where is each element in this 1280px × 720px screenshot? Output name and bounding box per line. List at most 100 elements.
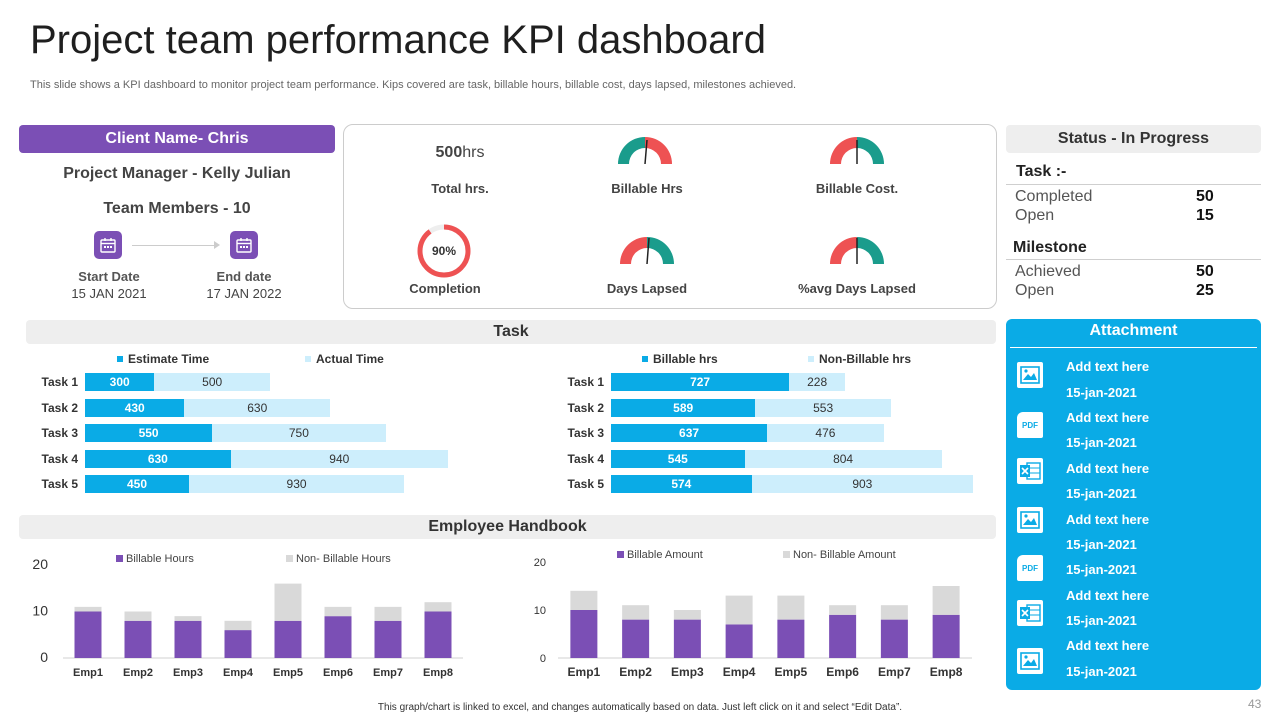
category-label: Emp6 xyxy=(826,665,859,679)
calendar-icon xyxy=(94,231,122,259)
bar-segment-secondary: 750 xyxy=(212,424,386,442)
page-number: 43 xyxy=(1248,697,1262,711)
total-hours-label: Total hrs. xyxy=(431,181,489,196)
billable-amount-chart: 0 10 20 Billable Amount Non- Billable Amount… xyxy=(534,549,972,679)
category-label: Emp6 xyxy=(323,667,353,679)
category-label: Emp1 xyxy=(73,667,103,679)
start-date-label: Start Date xyxy=(78,269,140,284)
timeline-arrow xyxy=(132,245,218,246)
category-label: Task 4 xyxy=(567,451,604,466)
total-hours-value: 500hrs xyxy=(380,144,540,162)
pdf-icon[interactable]: PDF xyxy=(1017,412,1043,438)
category-label: Emp5 xyxy=(775,665,808,679)
arrow-head-icon xyxy=(214,241,220,249)
bar-non-billable xyxy=(324,606,352,617)
category-label: Task 2 xyxy=(41,400,78,415)
billable-cost-label: Billable Cost. xyxy=(815,181,899,196)
y-tick-label: 10 xyxy=(534,605,546,617)
image-icon-glyph xyxy=(1020,652,1040,670)
category-label: Emp3 xyxy=(173,667,203,679)
attachment-date: 15-jan-2021 xyxy=(1066,562,1137,577)
team-members: Team Members - 10 xyxy=(103,200,251,217)
bar-segment-primary: 574 xyxy=(611,475,752,493)
milestone-achieved-label: Achieved xyxy=(1015,263,1081,280)
image-icon[interactable] xyxy=(1017,362,1043,388)
image-icon[interactable] xyxy=(1017,507,1043,533)
bar-billable xyxy=(932,614,960,658)
attachment-header: Attachment xyxy=(1089,322,1178,339)
bar-segment-primary: 430 xyxy=(85,398,185,417)
completion-ring: 90% xyxy=(417,224,471,278)
attachment-title-link[interactable]: Add text here xyxy=(1066,588,1150,603)
excel-icon[interactable] xyxy=(1017,600,1043,626)
bar-non-billable xyxy=(274,583,302,621)
task-open-label: Open xyxy=(1015,207,1055,224)
legend-label: Billable hrs xyxy=(653,352,718,366)
excel-icon-glyph xyxy=(1020,604,1041,622)
attachment-title-link[interactable]: Add text here xyxy=(1066,638,1150,653)
bar-segment-secondary: 228 xyxy=(789,373,846,391)
category-label: Emp4 xyxy=(223,667,254,679)
category-label: Task 5 xyxy=(567,477,604,491)
attachment-title-link[interactable]: Add text here xyxy=(1066,359,1150,374)
billable-hrs-label: Billable Hrs xyxy=(611,181,683,196)
legend-item: Estimate Time xyxy=(117,352,209,366)
category-label: Emp1 xyxy=(568,665,601,679)
legend-label: Non- Billable Hours xyxy=(296,553,391,565)
bar-segment-primary: 727 xyxy=(611,373,790,391)
bar-billable xyxy=(124,620,152,658)
bar-non-billable xyxy=(174,616,202,621)
avg-days-lapsed-label: %avg Days Lapsed xyxy=(798,281,916,296)
attachment-date: 15-jan-2021 xyxy=(1066,613,1137,628)
bar-billable xyxy=(622,619,650,658)
bar-billable xyxy=(224,630,252,658)
divider xyxy=(1006,259,1261,260)
legend-item: Non-Billable hrs xyxy=(808,352,911,366)
bar-billable xyxy=(725,624,753,658)
bar-segment-secondary: 940 xyxy=(230,449,448,468)
image-icon[interactable] xyxy=(1017,648,1043,674)
pdf-icon-label: PDF xyxy=(1022,563,1038,573)
completion-value: 90% xyxy=(432,244,456,258)
bar-billable xyxy=(424,611,452,658)
bar-non-billable xyxy=(725,595,753,625)
task-status-title: Task :- xyxy=(1016,163,1067,180)
divider xyxy=(1006,184,1261,185)
legend-label: Estimate Time xyxy=(128,352,210,366)
bar-non-billable xyxy=(374,606,402,621)
bar-non-billable xyxy=(622,605,650,620)
category-label: Task 1 xyxy=(567,375,604,389)
legend-swatch xyxy=(116,555,123,562)
bar-billable xyxy=(274,620,302,658)
milestone-open-value: 25 xyxy=(1196,282,1214,299)
days-lapsed-gauge xyxy=(620,237,674,265)
total-hours-unit: hrs xyxy=(462,144,485,161)
image-icon-glyph xyxy=(1020,511,1040,529)
task-completed-label: Completed xyxy=(1015,188,1093,205)
status-header: Status - In Progress xyxy=(1006,125,1261,153)
bar-non-billable xyxy=(932,586,960,615)
bar-billable xyxy=(570,610,598,658)
legend-label: Actual Time xyxy=(316,352,384,366)
bar-billable xyxy=(673,619,701,658)
legend-swatch xyxy=(808,356,814,362)
category-label: Task 4 xyxy=(41,451,78,466)
divider xyxy=(1010,347,1257,348)
legend-swatch xyxy=(305,356,311,362)
legend-swatch xyxy=(286,555,293,562)
attachment-date: 15-jan-2021 xyxy=(1066,435,1137,450)
pdf-icon[interactable]: PDF xyxy=(1017,555,1043,581)
attachment-title-link[interactable]: Add text here xyxy=(1066,512,1150,527)
attachment-date: 15-jan-2021 xyxy=(1066,537,1137,552)
end-date-value: 17 JAN 2022 xyxy=(206,286,282,301)
excel-icon[interactable] xyxy=(1017,458,1043,484)
attachment-title-link[interactable]: Add text here xyxy=(1066,410,1150,425)
bar-billable xyxy=(777,619,805,658)
attachment-title-link[interactable]: Add text here xyxy=(1066,461,1150,476)
legend-swatch xyxy=(117,356,123,362)
category-label: Emp5 xyxy=(273,667,303,679)
footer-note: This graph/chart is linked to excel, and… xyxy=(377,702,903,713)
total-hours-number: 500 xyxy=(435,144,463,161)
category-label: Task 2 xyxy=(567,400,604,415)
bar-billable xyxy=(880,619,908,658)
